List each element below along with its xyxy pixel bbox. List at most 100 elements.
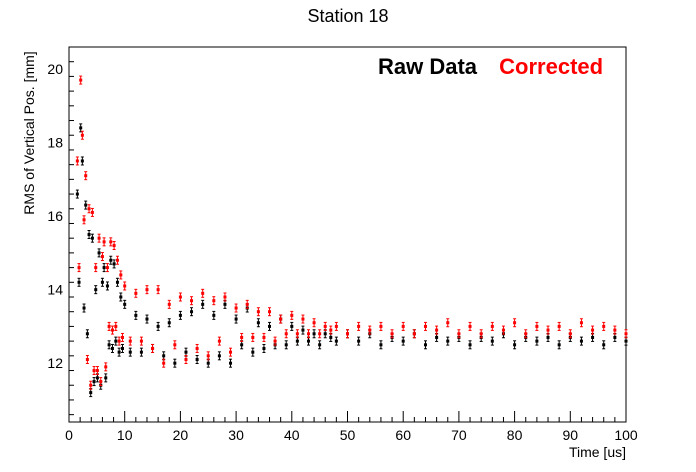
data-point	[217, 336, 221, 346]
data-point	[114, 336, 118, 346]
data-point	[624, 336, 628, 346]
data-point	[115, 255, 119, 265]
data-point	[162, 351, 166, 361]
data-point	[307, 329, 311, 339]
data-point	[114, 321, 118, 331]
x-tick-label: 100	[614, 427, 638, 443]
data-point	[102, 263, 106, 273]
data-point	[557, 340, 561, 350]
data-point	[234, 303, 238, 313]
data-point	[139, 347, 143, 357]
y-axis-label: RMS of Vertical Pos. [mm]	[21, 51, 37, 215]
data-point	[119, 270, 123, 280]
data-point	[178, 292, 182, 302]
data-point	[151, 343, 155, 353]
data-point	[95, 373, 99, 383]
data-point	[190, 307, 194, 317]
data-point	[613, 325, 617, 335]
data-point	[77, 277, 81, 287]
data-point	[120, 332, 124, 342]
data-point	[513, 318, 517, 328]
data-point	[94, 263, 98, 273]
data-point	[128, 347, 132, 357]
data-point	[329, 325, 333, 335]
data-point	[100, 252, 104, 262]
data-point	[99, 377, 103, 387]
y-tick-label: 16	[47, 208, 63, 224]
data-point	[401, 321, 405, 331]
data-point	[212, 310, 216, 320]
data-point	[117, 336, 121, 346]
data-point	[468, 321, 472, 331]
x-tick-label: 40	[284, 427, 300, 443]
data-point	[579, 318, 583, 328]
data-point	[77, 263, 81, 273]
data-point	[312, 318, 316, 328]
data-point	[110, 343, 114, 353]
data-point	[435, 325, 439, 335]
data-point	[184, 355, 188, 364]
data-point	[97, 233, 101, 243]
data-point	[128, 336, 132, 346]
plot-frame	[68, 46, 627, 423]
data-point	[490, 321, 494, 331]
series-raw-data	[75, 123, 628, 398]
data-point	[357, 321, 361, 331]
data-point	[107, 340, 111, 350]
data-point	[85, 329, 89, 339]
x-tick-label: 0	[65, 427, 73, 443]
data-point	[156, 285, 160, 295]
data-point	[524, 329, 528, 339]
data-point	[87, 204, 91, 214]
data-point	[591, 325, 595, 335]
data-point	[284, 340, 288, 350]
data-point	[97, 248, 101, 258]
x-tick-label: 60	[395, 427, 411, 443]
data-point	[613, 332, 617, 342]
data-point	[546, 332, 550, 342]
x-tick-label: 20	[173, 427, 189, 443]
data-point	[568, 329, 572, 339]
data-point	[295, 336, 299, 346]
data-point	[201, 299, 205, 309]
data-point	[334, 321, 338, 331]
data-point	[323, 329, 327, 339]
data-point	[245, 299, 249, 309]
data-point	[94, 285, 98, 295]
data-point	[109, 237, 113, 247]
data-point	[435, 332, 439, 342]
data-point	[256, 307, 260, 317]
data-point	[501, 325, 505, 335]
data-point	[89, 388, 93, 398]
legend: Raw Data Corrected	[378, 54, 619, 80]
data-point	[318, 329, 322, 339]
data-point	[134, 310, 138, 320]
data-point	[446, 336, 450, 346]
data-point	[117, 347, 121, 357]
data-point	[139, 336, 143, 346]
data-point	[290, 310, 294, 320]
data-point	[602, 321, 606, 331]
data-point	[323, 321, 327, 331]
data-point	[379, 340, 383, 350]
data-point	[513, 340, 517, 350]
data-point	[256, 318, 260, 328]
data-point	[107, 321, 111, 331]
data-point	[284, 329, 288, 339]
data-point	[307, 336, 311, 346]
data-point	[84, 200, 88, 210]
x-tick-label: 90	[563, 427, 579, 443]
data-point	[379, 321, 383, 331]
data-point	[223, 292, 227, 302]
data-point	[346, 329, 349, 339]
data-point	[229, 358, 233, 368]
data-point	[90, 207, 94, 217]
x-tick-label: 80	[507, 427, 523, 443]
data-point	[401, 336, 405, 346]
data-point	[479, 329, 483, 339]
data-point	[134, 288, 138, 298]
data-point	[92, 366, 96, 376]
x-tick-label: 70	[451, 427, 467, 443]
data-point	[262, 332, 266, 342]
data-point	[79, 123, 83, 133]
